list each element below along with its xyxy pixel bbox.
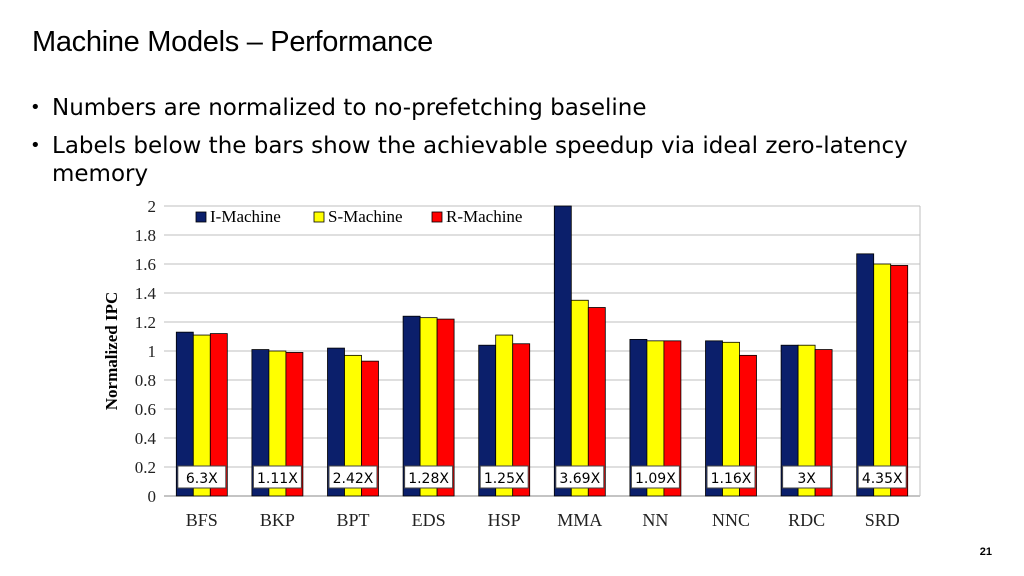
performance-chart: 0 0.2 0.4 0.6 0.8 1 1.2 1.4 1.6 1.8 2 Normalized IP… [96,196,936,540]
speedup-label-box [782,465,832,489]
speedup-label: 1.09X [635,471,676,487]
y-tick-label: 1.6 [135,255,156,274]
bar-r-machine [512,343,531,497]
bar-s-machine [873,263,892,497]
slide-title: Machine Models – Performance [32,26,434,58]
speedup-label-box [555,465,605,489]
speedup-label: 1.16X [711,471,752,487]
bar-i-machine [553,205,572,497]
legend-swatch [313,211,325,223]
speedup-label-box [404,465,454,489]
bar-r-machine [361,360,379,497]
speedup-label: 4.35X [862,471,903,487]
speedup-label: 6.3X [186,471,218,487]
speedup-label-box [630,465,680,489]
bullet-dot-icon: • [30,97,41,118]
y-tick-label: 1.4 [135,284,157,303]
legend-swatch [431,211,443,223]
x-tick-label: MMA [557,510,602,530]
bar-r-machine [436,318,455,497]
bullet-text: Numbers are normalized to no-prefetching… [52,95,647,121]
speedup-label-box [857,465,907,489]
bar-chart-svg: 0 0.2 0.4 0.6 0.8 1 1.2 1.4 1.6 1.8 2 Normalized IP… [102,197,921,530]
y-tick-label: 1.2 [135,313,156,332]
bullet-dot-icon: • [30,135,41,156]
speedup-label-box [706,465,756,489]
speedup-label-box [252,465,302,489]
speedup-label-box [328,465,378,489]
legend-label: R-Machine [446,207,522,226]
bar-r-machine [285,352,304,497]
x-tick-label: BFS [186,510,218,530]
bar-r-machine [209,333,228,497]
speedup-label: 1.11X [257,471,298,487]
y-axis-label: Normalized IPC [102,292,121,411]
legend-label: I-Machine [210,207,281,226]
y-tick-label: 2 [148,197,157,216]
x-tick-label: BKP [260,510,295,530]
speedup-label: 1.28X [408,471,449,487]
speedup-label: 3X [797,471,816,487]
x-tick-label: BPT [336,510,369,530]
bar-r-machine [663,340,682,497]
x-tick-label: RDC [788,510,825,530]
y-tick-label: 1.8 [135,226,156,245]
y-tick-label: 0.8 [135,371,156,390]
bullet-item: • Labels below the bars show the achieva… [30,132,960,188]
bar-r-machine [890,265,909,497]
speedup-label: 2.42X [333,471,374,487]
speedup-label: 3.69X [559,471,600,487]
speedup-label-box [177,465,227,489]
bullet-list: • Numbers are normalized to no-prefetchi… [30,94,960,198]
bullet-text: Labels below the bars show the achievabl… [52,133,908,187]
x-tick-label: HSP [488,510,521,530]
legend-label: S-Machine [328,207,403,226]
x-tick-label: NNC [712,510,750,530]
bar-r-machine [739,354,757,497]
legend-swatch [195,211,207,223]
speedup-label-box [479,465,529,489]
speedup-label: 1.25X [484,471,525,487]
x-tick-label: EDS [412,510,446,530]
x-tick-label: NN [642,510,668,530]
x-tick-label: SRD [865,510,900,530]
bar-i-machine [856,253,875,497]
y-tick-label: 0 [148,487,157,506]
bullet-item: • Numbers are normalized to no-prefetchi… [30,94,960,122]
bar-r-machine [814,349,833,497]
slide-number: 21 [979,546,992,558]
y-tick-label: 1 [148,342,157,361]
y-tick-label: 0.4 [135,429,157,448]
bar-r-machine [587,307,606,497]
y-tick-label: 0.2 [135,458,156,477]
y-tick-label: 0.6 [135,400,156,419]
